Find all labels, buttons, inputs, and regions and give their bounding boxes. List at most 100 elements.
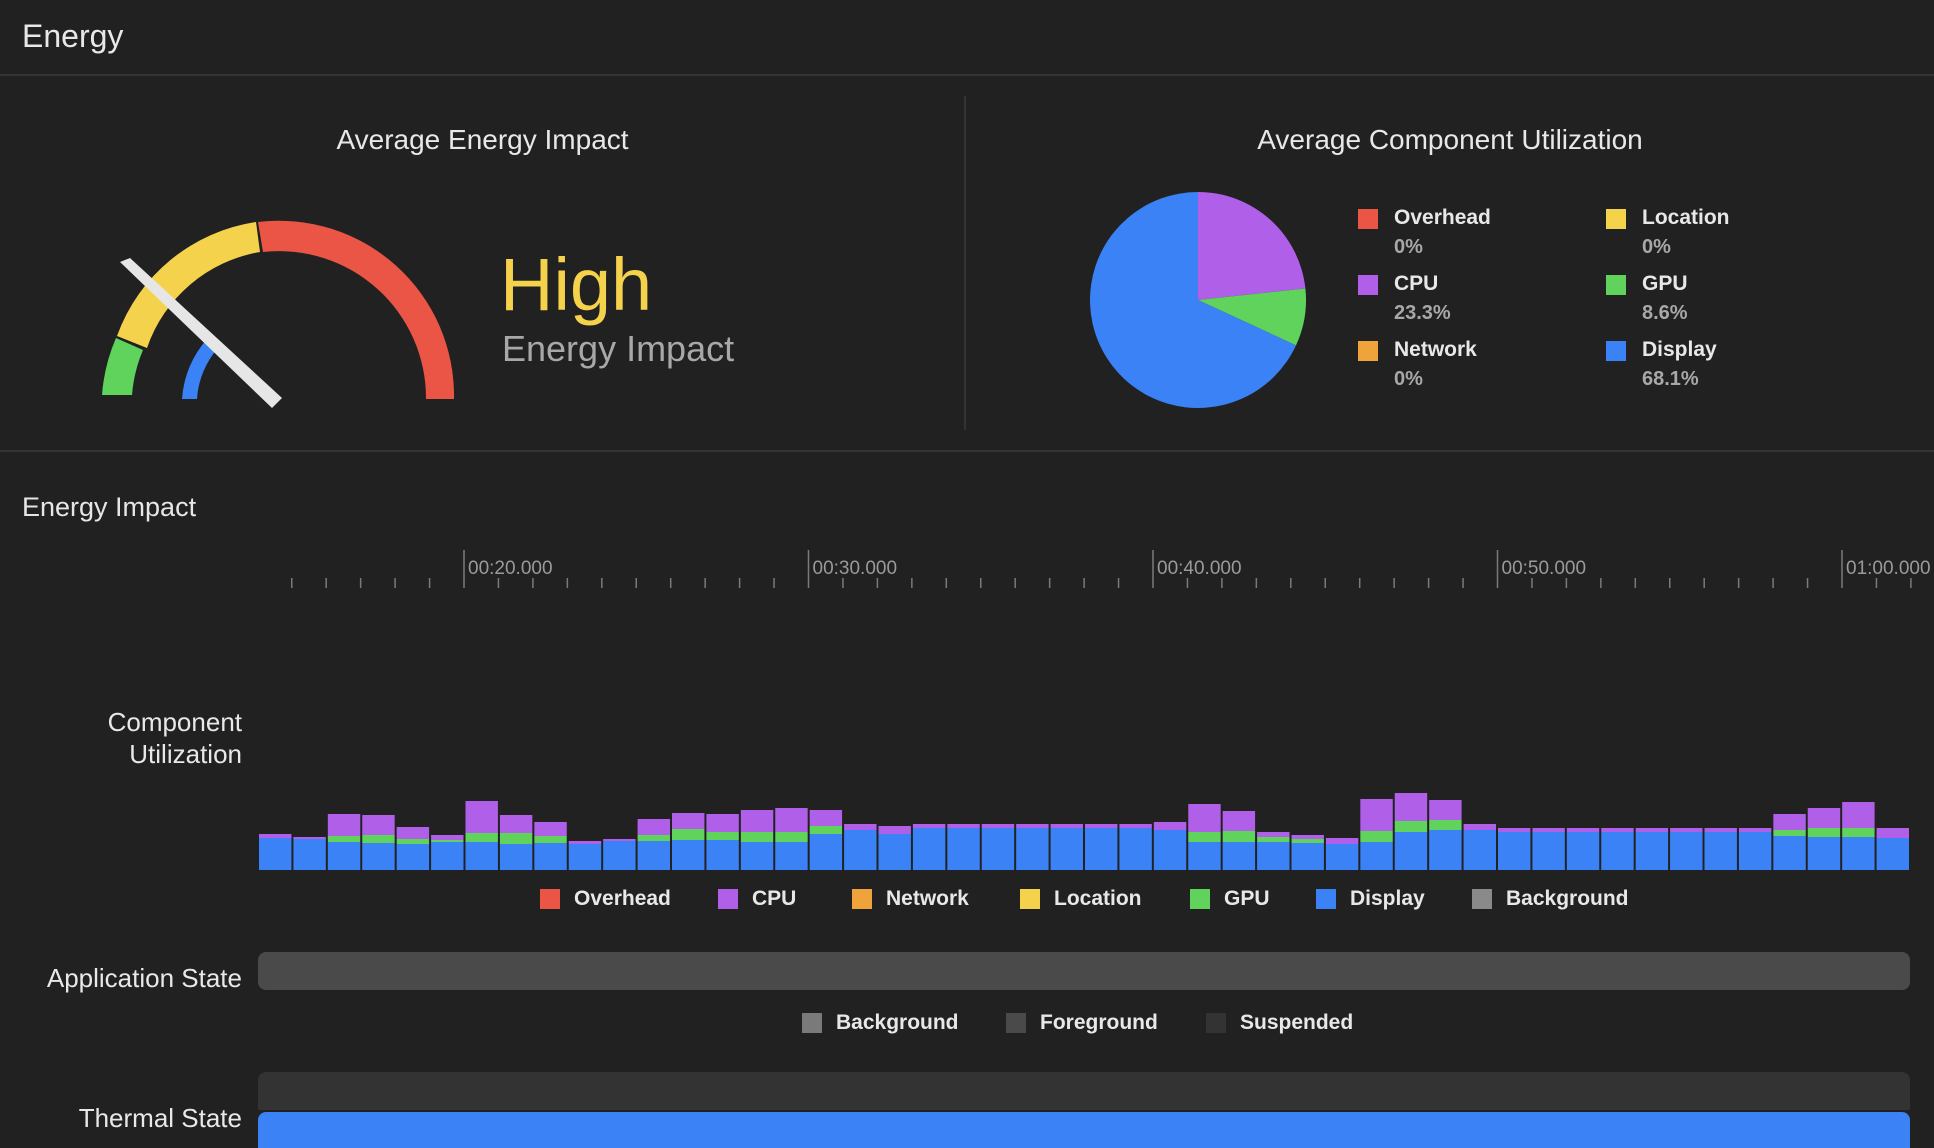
bar-segment-display	[844, 830, 877, 870]
bar-segment-display	[981, 828, 1015, 870]
bar-segment-gpu	[1394, 821, 1428, 832]
bar-segment-cpu	[293, 837, 326, 839]
page-title: Energy	[22, 18, 124, 54]
pie-legend-value-network: 0%	[1394, 368, 1423, 390]
bar-segment-cpu	[362, 815, 395, 835]
component-utilization-label: Component Utilization	[107, 707, 242, 769]
legend-label-background: Background	[836, 1011, 959, 1034]
bar-segment-cpu	[912, 824, 946, 828]
bar-segment-gpu	[534, 836, 567, 843]
gauge-needle	[120, 258, 282, 408]
legend-label-foreground: Foreground	[1040, 1011, 1158, 1034]
bar-segment-gpu	[672, 829, 705, 840]
application-state-label: Application State	[46, 963, 242, 993]
bar-segment-gpu	[1291, 839, 1324, 843]
legend-swatch-background	[1472, 889, 1492, 909]
bar-segment-display	[1222, 842, 1256, 870]
bar-segment-display	[396, 844, 430, 870]
legend-label-background: Background	[1506, 887, 1629, 910]
legend-label-location: Location	[1054, 887, 1142, 910]
bar-segment-gpu	[1429, 820, 1462, 830]
bar-segment-display	[362, 843, 395, 870]
bar-segment-display	[706, 840, 739, 870]
bar-segment-display	[499, 844, 533, 870]
pie-legend-swatch-location	[1606, 209, 1626, 229]
timeline-ruler[interactable]: 00:20.000 00:30.000 00:40.000 00:50.000 01:0…	[258, 548, 1934, 590]
bar-segment-cpu	[809, 810, 843, 826]
legend-label-cpu: CPU	[752, 887, 797, 910]
application-state-track[interactable]	[258, 952, 1910, 990]
bar-segment-cpu	[431, 835, 464, 840]
ruler-tick-label: 00:20.000	[468, 558, 553, 579]
legend-swatch-foreground	[1006, 1013, 1026, 1033]
bar-segment-cpu	[1085, 824, 1118, 828]
bar-segment-cpu	[1222, 811, 1256, 831]
bar-segment-display	[1291, 843, 1324, 870]
bar-segment-cpu	[1842, 802, 1875, 828]
bar-segment-display	[1807, 837, 1841, 870]
bar-segment-display	[1566, 832, 1600, 870]
thermal-state-bar[interactable]	[258, 1112, 1910, 1148]
gauge-segment-low	[102, 338, 143, 395]
legend-item-network: Network	[852, 887, 969, 911]
gauge-segment-high	[258, 220, 455, 399]
legend-swatch-suspended	[1206, 1013, 1226, 1033]
bar-segment-cpu	[534, 822, 567, 836]
bar-segment-gpu	[706, 832, 739, 840]
bar-segment-cpu	[1119, 824, 1152, 828]
bar-segment-cpu	[568, 841, 602, 844]
bar-segment-display	[1601, 832, 1634, 870]
pie-panel-title: Average Component Utilization	[1257, 124, 1643, 155]
bar-segment-display	[603, 841, 636, 870]
pie-legend-label-gpu: GPU	[1642, 272, 1688, 295]
pie-legend-swatch-cpu	[1358, 275, 1378, 295]
pie-legend-value-location: 0%	[1642, 236, 1671, 258]
legend-swatch-gpu	[1190, 889, 1210, 909]
bar-segment-cpu	[1153, 822, 1187, 830]
bar-segment-display	[1532, 832, 1565, 870]
bar-segment-display	[327, 842, 361, 870]
component-utilization-chart[interactable]	[258, 740, 1910, 870]
bar-segment-cpu	[327, 814, 361, 836]
bar-segment-cpu	[1670, 828, 1703, 832]
bar-segment-display	[1704, 832, 1737, 870]
section-divider	[0, 450, 1934, 452]
pie-legend-label-network: Network	[1394, 338, 1477, 361]
ruler-tick-label: 00:50.000	[1502, 558, 1587, 579]
bar-segment-display	[1394, 832, 1428, 870]
pie-legend-value-gpu: 8.6%	[1642, 302, 1688, 324]
bar-segment-gpu	[1842, 828, 1875, 837]
bar-segment-cpu	[844, 824, 877, 830]
legend-swatch-background	[802, 1013, 822, 1033]
pie-legend-value-display: 68.1%	[1642, 368, 1699, 390]
legend-label-overhead: Overhead	[574, 887, 671, 910]
bar-segment-gpu	[637, 835, 670, 841]
pie-slice-gpu	[1198, 288, 1306, 346]
bar-segment-cpu	[1188, 804, 1221, 832]
component-pie-chart	[1090, 192, 1306, 408]
bar-segment-display	[259, 838, 292, 870]
bar-segment-display	[775, 842, 808, 870]
energy-impact-title: Energy Impact	[22, 492, 197, 522]
pie-legend-label-location: Location	[1642, 206, 1730, 229]
bar-segment-cpu	[706, 814, 739, 832]
ruler-tick-label: 00:40.000	[1157, 558, 1242, 579]
bar-segment-display	[740, 842, 774, 870]
bar-segment-display	[1257, 842, 1290, 870]
bar-segment-gpu	[396, 839, 430, 844]
energy-gauge	[102, 220, 455, 408]
bar-segment-display	[912, 828, 946, 870]
gauge-inner-arc	[182, 338, 218, 399]
thermal-state-label: Thermal State	[78, 1103, 242, 1133]
bar-segment-cpu	[1257, 832, 1290, 837]
bar-segment-display	[568, 844, 602, 870]
ruler-tick-label: 00:30.000	[813, 558, 898, 579]
bar-segment-display	[1773, 836, 1806, 870]
bar-segment-gpu	[431, 840, 464, 842]
bar-segment-display	[1738, 832, 1772, 870]
bar-segment-display	[947, 828, 980, 870]
bar-segment-cpu	[259, 834, 292, 838]
bar-segment-cpu	[1635, 828, 1669, 832]
ruler-tick-label: 01:00.000	[1846, 558, 1931, 579]
bar-segment-cpu	[1498, 828, 1531, 832]
